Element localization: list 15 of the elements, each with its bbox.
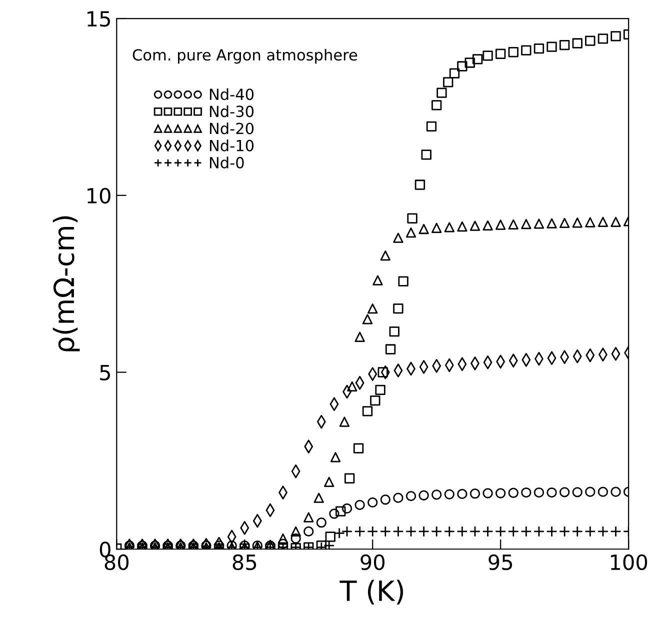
y-axis-title: ρ(mΩ-cm) [52, 216, 80, 352]
annotation: Com. pure Argon atmosphere [132, 48, 358, 64]
legend-label: Nd-30 [210, 105, 254, 118]
legend-label: Nd-40 [210, 88, 254, 100]
x-tick-label: 100 [610, 554, 648, 570]
x-tick-label: 85 [232, 554, 256, 570]
legend-label: Nd-0 [210, 156, 244, 168]
x-tick-label: 90 [360, 554, 384, 570]
legend-label: Nd-10 [210, 140, 254, 152]
x-tick-label: 95 [488, 554, 512, 570]
y-tick-label: 10 [88, 188, 110, 204]
y-tick-label: 15 [88, 11, 110, 27]
x-axis-title: T (K) [340, 580, 404, 604]
y-tick-label: 5 [100, 364, 110, 380]
legend-label: Nd-20 [210, 122, 254, 134]
